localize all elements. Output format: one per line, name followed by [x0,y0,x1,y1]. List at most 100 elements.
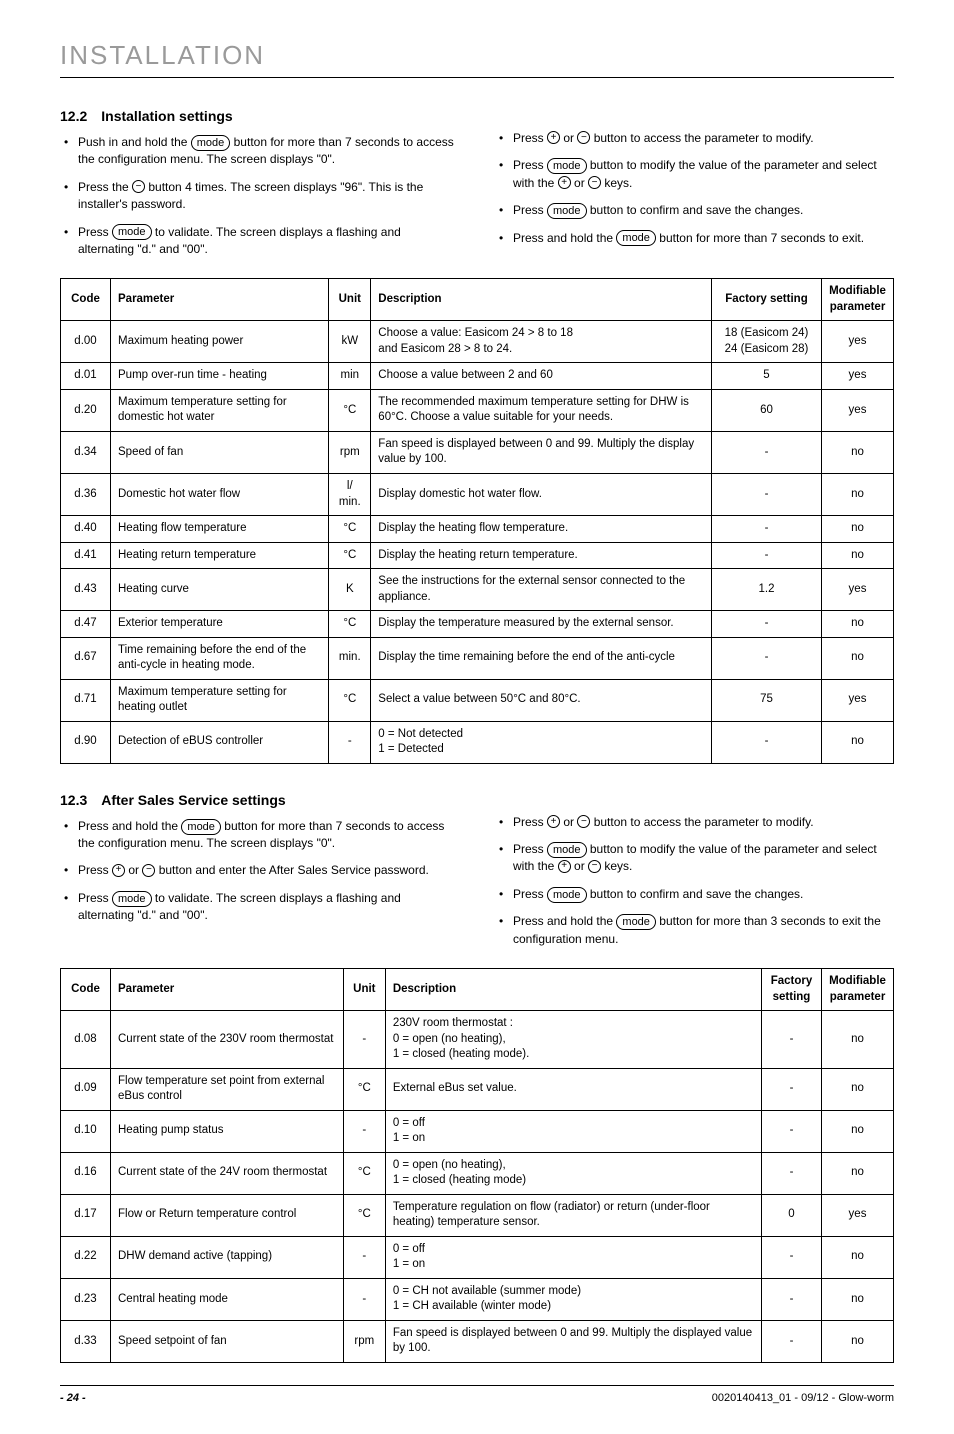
table-cell: 0 = open (no heating),1 = closed (heatin… [385,1152,761,1194]
table-cell: 18 (Easicom 24)24 (Easicom 28) [712,321,822,363]
footer-doc-ref: 0020140413_01 - 09/12 - Glow-worm [712,1392,894,1404]
table-cell: - [329,721,371,763]
section-122-intro: 12.2Installation settings Push in and ho… [60,102,894,268]
table-cell: no [822,1320,894,1362]
table-cell: Display the time remaining before the en… [371,637,712,679]
table-cell: Central heating mode [111,1278,344,1320]
list-item: Press + or − button to access the parame… [495,130,894,147]
table-cell: 0 = off1 = on [385,1236,761,1278]
table-cell: °C [329,679,371,721]
table-cell: 75 [712,679,822,721]
table-cell: no [822,1278,894,1320]
table-header: Parameter [111,279,329,321]
table-cell: d.01 [61,363,111,390]
table-cell: Exterior temperature [111,611,329,638]
table-header: Modifiable parameter [822,279,894,321]
section-123-heading: 12.3After Sales Service settings [60,792,459,808]
table-cell: yes [822,321,894,363]
table-cell: no [822,431,894,473]
table-cell: d.17 [61,1194,111,1236]
table-cell: no [822,1110,894,1152]
table-header: Factory setting [712,279,822,321]
table-cell: d.33 [61,1320,111,1362]
table-row: d.20Maximum temperature setting for dome… [61,389,894,431]
list-item: Push in and hold the mode button for mor… [60,134,459,169]
plus-button-icon: + [112,864,125,877]
table-cell: - [762,1320,822,1362]
table-cell: Heating return temperature [111,542,329,569]
list-item: Press the − button 4 times. The screen d… [60,179,459,214]
parameters-table-1: CodeParameterUnitDescriptionFactory sett… [60,278,894,763]
table-row: d.22DHW demand active (tapping)-0 = off1… [61,1236,894,1278]
table-cell: Temperature regulation on flow (radiator… [385,1194,761,1236]
table-cell: Display the heating flow temperature. [371,516,712,543]
table-cell: Heating pump status [111,1110,344,1152]
list-item: Press mode button to modify the value of… [495,841,894,876]
table-cell: Maximum temperature setting for heating … [111,679,329,721]
table-cell: 230V room thermostat :0 = open (no heati… [385,1011,761,1069]
plus-button-icon: + [547,815,560,828]
mode-button-icon: mode [181,819,221,835]
table-row: d.47Exterior temperature°CDisplay the te… [61,611,894,638]
table-cell: Current state of the 24V room thermostat [111,1152,344,1194]
section-number: 12.3 [60,792,87,808]
table-row: d.67Time remaining before the end of the… [61,637,894,679]
table-cell: Display the heating return temperature. [371,542,712,569]
mode-button-icon: mode [616,914,656,930]
plus-button-icon: + [558,176,571,189]
table-cell: 60 [712,389,822,431]
table-cell: - [712,516,822,543]
minus-button-icon: − [577,131,590,144]
table-header: Code [61,969,111,1011]
table-cell: no [822,473,894,515]
table-cell: rpm [329,431,371,473]
table-cell: d.08 [61,1011,111,1069]
table-cell: Speed setpoint of fan [111,1320,344,1362]
table-cell: d.20 [61,389,111,431]
list-item: Press and hold the mode button for more … [60,818,459,853]
bullets-123-left: Press and hold the mode button for more … [60,818,459,925]
table-cell: Fan speed is displayed between 0 and 99.… [371,431,712,473]
table-row: d.36Domestic hot water flowl/min.Display… [61,473,894,515]
bullets-122-right: Press + or − button to access the parame… [495,130,894,247]
table-cell: min. [329,637,371,679]
mode-button-icon: mode [191,135,231,151]
table-cell: Heating flow temperature [111,516,329,543]
mode-button-icon: mode [112,891,152,907]
table-cell: - [712,542,822,569]
table-cell: no [822,637,894,679]
table-row: d.71Maximum temperature setting for heat… [61,679,894,721]
table-cell: yes [822,569,894,611]
table-header: Factory setting [762,969,822,1011]
plus-button-icon: + [547,131,560,144]
list-item: Press mode button to modify the value of… [495,157,894,192]
table-cell: Domestic hot water flow [111,473,329,515]
table-cell: 0 [762,1194,822,1236]
table-row: d.34Speed of fanrpmFan speed is displaye… [61,431,894,473]
table-cell: Heating curve [111,569,329,611]
mode-button-icon: mode [547,842,587,858]
table-cell: - [343,1278,385,1320]
list-item: Press and hold the mode button for more … [495,913,894,948]
mode-button-icon: mode [547,203,587,219]
table-cell: - [762,1068,822,1110]
table-row: d.23Central heating mode-0 = CH not avai… [61,1278,894,1320]
table-cell: d.23 [61,1278,111,1320]
table-cell: - [343,1236,385,1278]
table-cell: Choose a value between 2 and 60 [371,363,712,390]
minus-button-icon: − [588,176,601,189]
table-cell: d.09 [61,1068,111,1110]
table-cell: K [329,569,371,611]
table-cell: - [762,1110,822,1152]
table-cell: Choose a value: Easicom 24 > 8 to 18and … [371,321,712,363]
table-cell: - [712,721,822,763]
table-cell: See the instructions for the external se… [371,569,712,611]
page-title: INSTALLATION [60,40,894,78]
table-header: Unit [329,279,371,321]
table-cell: d.41 [61,542,111,569]
table-cell: no [822,1236,894,1278]
table-cell: no [822,1011,894,1069]
bullets-123-right: Press + or − button to access the parame… [495,814,894,948]
table-cell: °C [343,1068,385,1110]
list-item: Press mode to validate. The screen displ… [60,890,459,925]
